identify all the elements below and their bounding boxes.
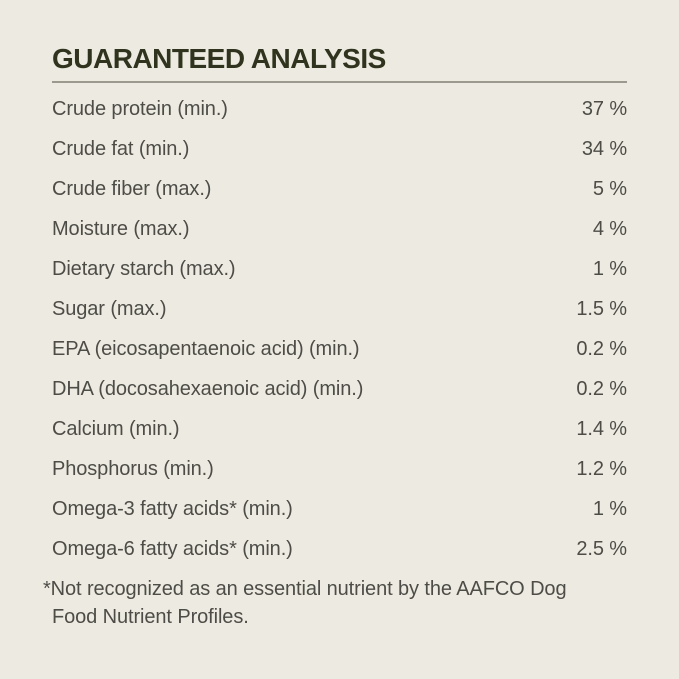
nutrient-value: 5 % bbox=[592, 177, 627, 200]
nutrient-value: 37 % bbox=[581, 97, 627, 120]
nutrient-label: Omega-6 fatty acids* (min.) bbox=[52, 537, 293, 560]
table-row: Phosphorus (min.) 1.2 % bbox=[52, 449, 627, 489]
nutrient-label: Phosphorus (min.) bbox=[52, 457, 214, 480]
nutrient-value: 1.4 % bbox=[576, 417, 627, 440]
nutrient-value: 1 % bbox=[592, 497, 627, 520]
nutrient-value: 0.2 % bbox=[576, 337, 627, 360]
nutrient-label: Dietary starch (max.) bbox=[52, 257, 236, 280]
nutrient-label: Omega-3 fatty acids* (min.) bbox=[52, 497, 293, 520]
table-row: Moisture (max.) 4 % bbox=[52, 209, 627, 249]
nutrient-label: Crude fat (min.) bbox=[52, 137, 190, 160]
analysis-table: Crude protein (min.) 37 % Crude fat (min… bbox=[52, 89, 627, 569]
table-row: Sugar (max.) 1.5 % bbox=[52, 289, 627, 329]
table-row: Omega-6 fatty acids* (min.) 2.5 % bbox=[52, 529, 627, 569]
nutrient-label: DHA (docosahexaenoic acid) (min.) bbox=[52, 377, 364, 400]
table-row: Calcium (min.) 1.4 % bbox=[52, 409, 627, 449]
footnote-line-1: *Not recognized as an essential nutrient… bbox=[43, 578, 567, 600]
title-divider bbox=[52, 81, 627, 83]
table-row: Omega-3 fatty acids* (min.) 1 % bbox=[52, 489, 627, 529]
nutrient-label: Crude protein (min.) bbox=[52, 97, 228, 120]
nutrient-label: EPA (eicosapentaenoic acid) (min.) bbox=[52, 337, 360, 360]
nutrient-value: 1.2 % bbox=[576, 457, 627, 480]
table-row: Crude protein (min.) 37 % bbox=[52, 89, 627, 129]
nutrient-label: Sugar (max.) bbox=[52, 297, 167, 320]
nutrient-value: 4 % bbox=[592, 217, 627, 240]
table-row: Crude fiber (max.) 5 % bbox=[52, 169, 627, 209]
nutrient-value: 1 % bbox=[592, 257, 627, 280]
nutrient-label: Moisture (max.) bbox=[52, 217, 190, 240]
panel-content: GUARANTEED ANALYSIS Crude protein (min.)… bbox=[43, 43, 627, 631]
nutrient-label: Calcium (min.) bbox=[52, 417, 180, 440]
nutrient-value: 0.2 % bbox=[576, 377, 627, 400]
footnote-line-2: Food Nutrient Profiles. bbox=[52, 606, 249, 628]
page-title: GUARANTEED ANALYSIS bbox=[52, 43, 386, 74]
nutrient-value: 34 % bbox=[581, 137, 627, 160]
footnote: *Not recognized as an essential nutrient… bbox=[43, 575, 627, 631]
table-row: Dietary starch (max.) 1 % bbox=[52, 249, 627, 289]
nutrient-value: 1.5 % bbox=[576, 297, 627, 320]
nutrient-label: Crude fiber (max.) bbox=[52, 177, 212, 200]
table-row: Crude fat (min.) 34 % bbox=[52, 129, 627, 169]
nutrient-value: 2.5 % bbox=[576, 537, 627, 560]
table-row: EPA (eicosapentaenoic acid) (min.) 0.2 % bbox=[52, 329, 627, 369]
table-row: DHA (docosahexaenoic acid) (min.) 0.2 % bbox=[52, 369, 627, 409]
